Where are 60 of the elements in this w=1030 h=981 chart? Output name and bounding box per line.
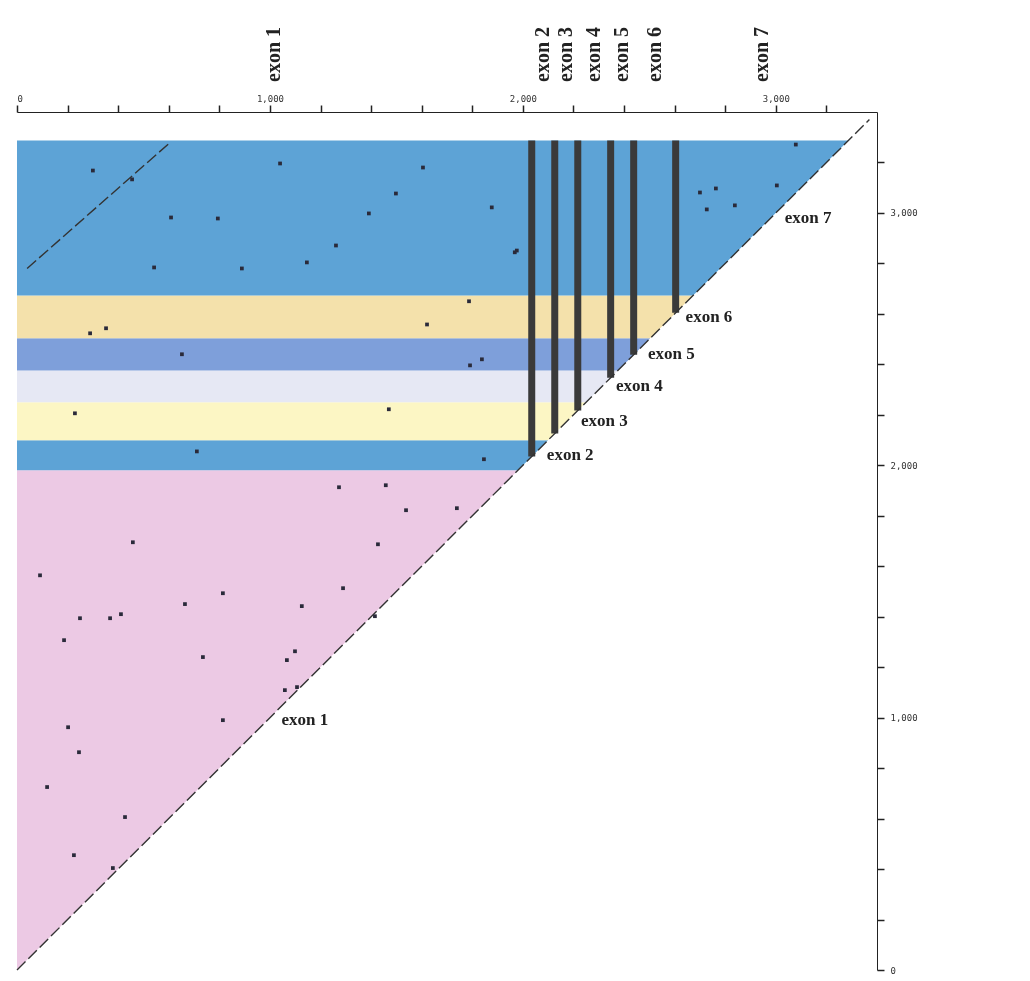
point [221,718,225,723]
point [404,508,408,513]
point [88,331,92,336]
band-label: exon 6 [685,306,733,326]
point [383,483,388,488]
point [295,685,299,689]
point [373,614,377,619]
band-label: exon 7 [784,207,833,227]
point [110,866,115,870]
y-tick-label: 0 [890,965,896,976]
point [732,203,737,208]
point [119,612,123,617]
point [482,457,486,462]
text: exon 4 [582,27,605,82]
y-tick-label: 3,000 [890,208,918,219]
text: exon 5 [610,27,633,82]
point [78,616,82,621]
point [77,750,81,755]
point [180,352,184,357]
text: exon 6 [642,27,665,82]
x-tick-label: 2,000 [509,93,537,104]
point [299,604,304,608]
band-label: exon 3 [581,411,628,431]
point [38,573,42,578]
y-tick-label: 2,000 [890,460,918,471]
point [73,411,77,416]
point [467,299,471,304]
point [104,326,108,331]
band-label: exon 1 [281,710,329,730]
point [468,363,472,368]
y-tick-label: 1,000 [890,713,918,724]
point [62,638,66,643]
band-label: exon 2 [546,445,594,465]
x-tick-label: 0 [17,93,23,104]
point [183,602,187,606]
point [66,725,70,730]
point [293,649,297,654]
point [72,853,76,858]
point [45,785,49,789]
x-tick-label: 1,000 [256,93,284,104]
point [130,540,135,545]
band-label: exon 5 [648,344,695,364]
point [108,616,112,621]
point [285,658,289,662]
text: exon 3 [554,27,577,82]
point [337,485,341,490]
x-tick-label: 3,000 [762,93,790,104]
point [386,407,391,412]
point [123,815,127,819]
band-label: exon 4 [616,376,664,396]
point [282,688,287,693]
point [341,586,345,591]
point [221,591,225,596]
point [376,542,380,547]
point [201,655,205,659]
text: exon 2 [531,27,554,82]
point [454,506,459,511]
text: exon 7 [750,27,773,82]
point [480,357,484,362]
text: exon 1 [262,27,285,82]
